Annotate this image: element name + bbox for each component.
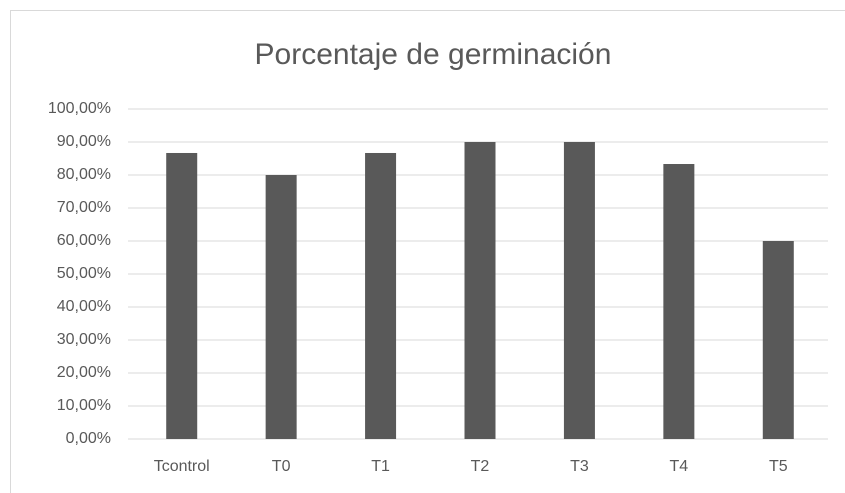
x-tick-label: Tcontrol bbox=[154, 458, 210, 475]
bar bbox=[563, 142, 595, 439]
chart-border bbox=[10, 10, 845, 493]
y-tick-label: 0,00% bbox=[66, 430, 111, 447]
y-tick-label: 70,00% bbox=[57, 199, 111, 216]
y-tick-label: 100,00% bbox=[48, 100, 111, 117]
y-tick-label: 80,00% bbox=[57, 166, 111, 183]
x-tick-label: T2 bbox=[471, 458, 490, 475]
x-tick-label: T5 bbox=[769, 458, 788, 475]
bar bbox=[762, 241, 794, 439]
x-tick-label: T4 bbox=[670, 458, 689, 475]
y-tick-label: 90,00% bbox=[57, 133, 111, 150]
x-tick-label: T3 bbox=[570, 458, 589, 475]
y-tick-label: 60,00% bbox=[57, 232, 111, 249]
x-tick-label: T0 bbox=[272, 458, 291, 475]
bar bbox=[663, 164, 695, 440]
x-tick-label: T1 bbox=[371, 458, 390, 475]
y-tick-label: 20,00% bbox=[57, 364, 111, 381]
y-tick-label: 30,00% bbox=[57, 331, 111, 348]
chart-title: Porcentaje de germinación bbox=[255, 38, 612, 71]
bar bbox=[265, 175, 297, 439]
y-tick-label: 10,00% bbox=[57, 397, 111, 414]
y-tick-label: 40,00% bbox=[57, 298, 111, 315]
bar bbox=[365, 152, 397, 439]
y-tick-label: 50,00% bbox=[57, 265, 111, 282]
bar bbox=[464, 142, 496, 439]
bar bbox=[166, 152, 198, 439]
